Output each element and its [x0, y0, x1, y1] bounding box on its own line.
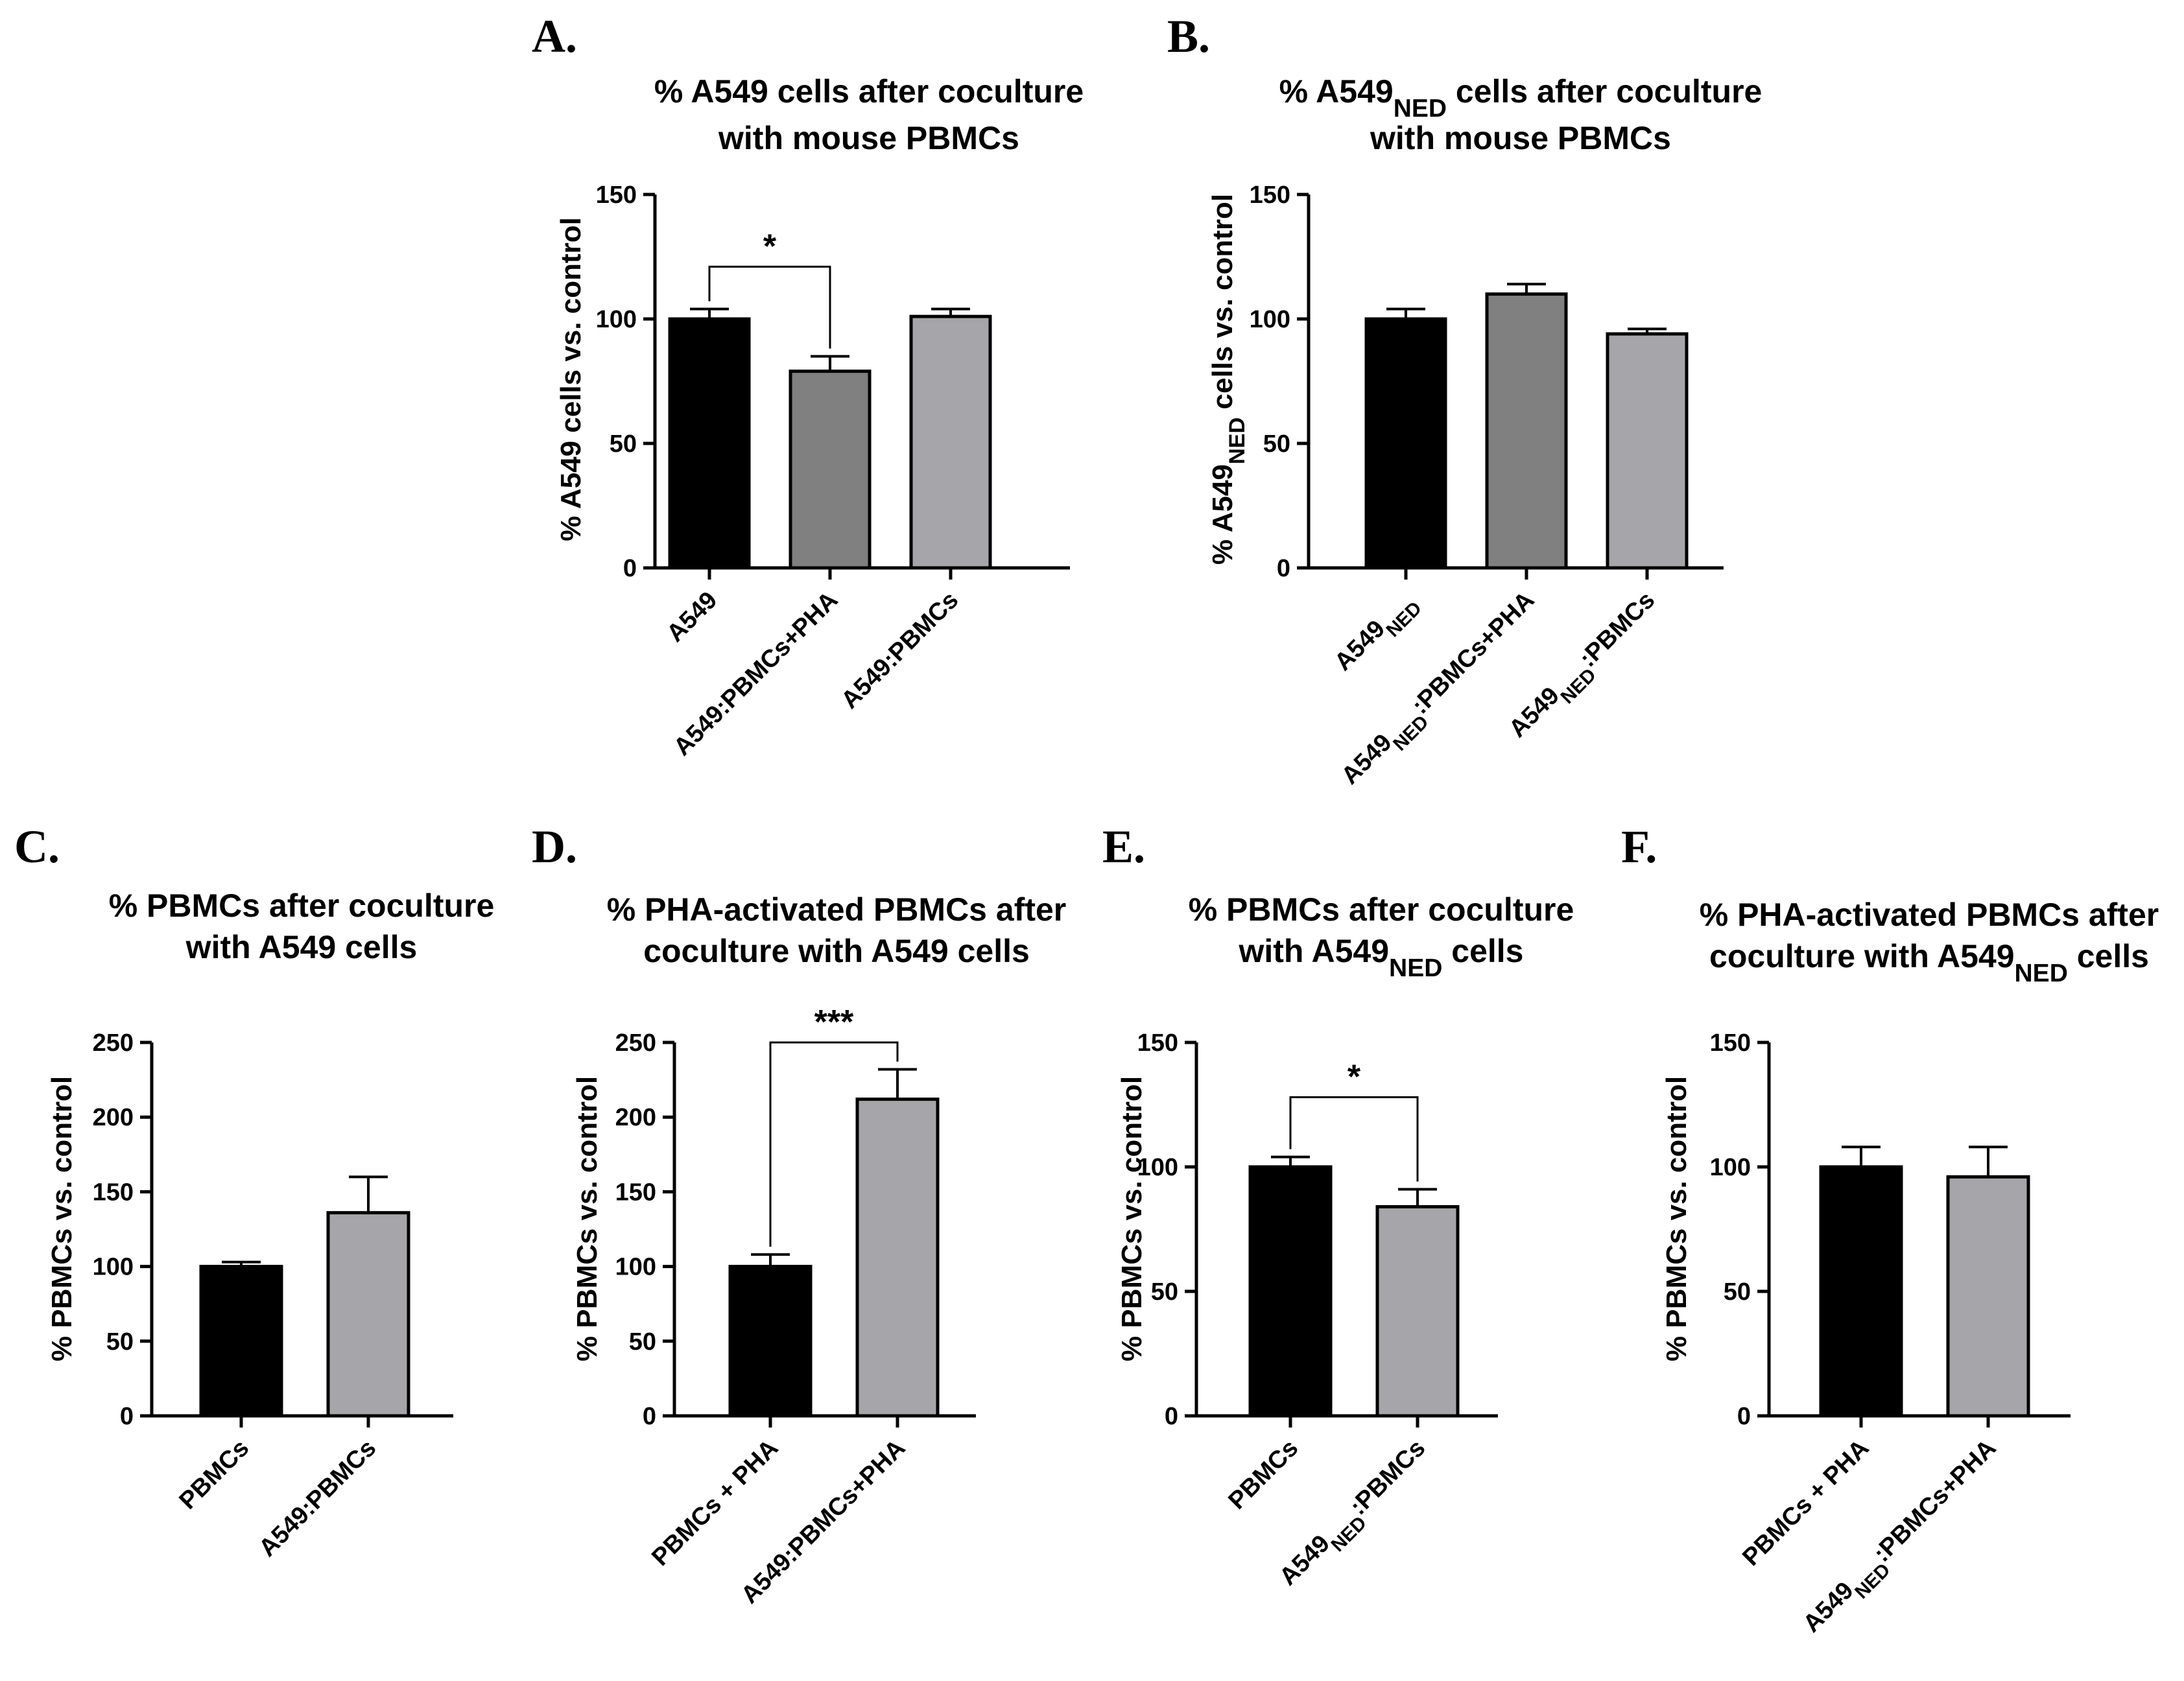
y-tick-label: 0	[1737, 1403, 1751, 1430]
chart-panel-a: A. % A549 cells after coculture with mouse…	[532, 10, 1084, 761]
significance-label: ***	[814, 1004, 854, 1041]
panel-letter: C.	[14, 821, 60, 873]
y-tick-label: 200	[615, 1104, 656, 1131]
category-label: PBMCs	[1224, 1435, 1304, 1515]
panel-letter: F.	[1621, 821, 1657, 873]
y-tick-label: 150	[615, 1179, 656, 1206]
significance-bracket	[1289, 1096, 1419, 1182]
chart-title-line: % PBMCs after coculture	[1189, 891, 1574, 928]
y-tick-label: 50	[1263, 430, 1290, 458]
y-axis-label: % PBMCs vs. control	[1661, 1076, 1692, 1361]
bar	[326, 1211, 410, 1418]
chart-title-line: with A549NED cells	[1239, 933, 1524, 982]
bar	[1485, 292, 1568, 570]
chart-title-line: % A549 cells after coculture	[654, 73, 1084, 110]
bar	[728, 1265, 813, 1418]
chart-panel-f: F. % PHA-activated PBMCs after coculture w…	[1621, 821, 2159, 1638]
bar	[668, 317, 751, 570]
chart-panel-e: E. % PBMCs after coculture with A549NED ce…	[1102, 821, 1574, 1597]
panel-letter: D.	[532, 821, 577, 873]
y-tick-label: 50	[629, 1328, 656, 1356]
y-tick-label: 150	[596, 182, 637, 209]
y-axis-label: % A549 cells vs. control	[555, 217, 587, 541]
category-label: A549NED	[1329, 587, 1425, 683]
bar	[909, 314, 992, 570]
bar	[199, 1265, 283, 1418]
chart-title-line: with A549 cells	[185, 929, 418, 965]
y-tick-label: 150	[1137, 1029, 1178, 1057]
significance-label: *	[763, 228, 777, 265]
category-label: A549	[661, 587, 722, 648]
category-label: A549:PBMCs	[836, 587, 964, 714]
y-tick-label: 150	[1250, 182, 1290, 209]
panel-letter: E.	[1102, 821, 1145, 873]
y-tick-label: 100	[93, 1254, 134, 1281]
y-tick-label: 250	[615, 1029, 656, 1057]
bar	[1606, 332, 1689, 570]
y-tick-label: 100	[1137, 1154, 1178, 1181]
bar	[1248, 1165, 1333, 1418]
y-tick-label: 50	[1724, 1278, 1751, 1306]
chart-title-line: % PHA-activated PBMCs after	[1700, 897, 2159, 933]
chart-title-line: % PBMCs after coculture	[109, 888, 495, 924]
chart-panel-c: C. % PBMCs after coculture with A549 cells…	[14, 821, 494, 1562]
y-tick-label: 0	[643, 1403, 656, 1430]
significance-bracket	[769, 1041, 899, 1247]
bar	[1819, 1165, 1903, 1418]
y-axis-label: % PBMCs vs. control	[1116, 1076, 1148, 1361]
y-axis-label: % PBMCs vs. control	[571, 1076, 603, 1361]
bar	[1375, 1205, 1460, 1418]
chart-title-line: coculture with A549 cells	[643, 933, 1030, 969]
chart-title-line: % PHA-activated PBMCs after	[607, 891, 1067, 928]
significance-label: *	[1347, 1058, 1361, 1096]
y-tick-label: 0	[623, 555, 637, 582]
panel-letter: A.	[532, 10, 577, 62]
significance-bracket	[708, 265, 831, 349]
category-label: PBMCs	[174, 1435, 255, 1515]
bar	[855, 1098, 940, 1418]
chart-title-line: % A549NED cells after coculture	[1279, 73, 1763, 123]
chart-title-line: with mouse PBMCs	[718, 120, 1019, 156]
panel-letter: B.	[1167, 10, 1210, 62]
y-tick-label: 50	[1151, 1278, 1178, 1306]
y-tick-label: 150	[1710, 1029, 1751, 1057]
category-label: A549NED:PBMCs	[1274, 1435, 1437, 1597]
y-tick-label: 200	[93, 1104, 134, 1131]
y-tick-label: 50	[106, 1328, 134, 1356]
y-tick-label: 250	[93, 1029, 134, 1057]
y-tick-label: 150	[93, 1179, 134, 1206]
chart-panel-d: D. % PHA-activated PBMCs after coculture w…	[532, 821, 1066, 1609]
y-tick-label: 0	[1277, 555, 1290, 582]
chart-title-line: coculture with A549NED cells	[1709, 938, 2149, 987]
y-tick-label: 0	[120, 1403, 134, 1430]
category-label: PBMCs + PHA	[1737, 1435, 1874, 1571]
category-label: A549:PBMCs	[254, 1435, 381, 1562]
y-tick-label: 100	[596, 306, 637, 333]
y-tick-label: 50	[610, 430, 637, 458]
y-tick-label: 100	[615, 1254, 656, 1281]
category-label: PBMCs + PHA	[647, 1435, 783, 1571]
bar	[1946, 1175, 2030, 1418]
y-axis-label: % PBMCs vs. control	[46, 1076, 78, 1361]
y-tick-label: 0	[1165, 1403, 1178, 1430]
y-tick-label: 100	[1710, 1154, 1751, 1181]
chart-title-line: with mouse PBMCs	[1370, 120, 1671, 156]
bar	[1364, 317, 1447, 570]
y-tick-label: 100	[1250, 306, 1290, 333]
bar	[789, 370, 872, 570]
y-axis-label: % A549NED cells vs. control	[1207, 194, 1250, 565]
